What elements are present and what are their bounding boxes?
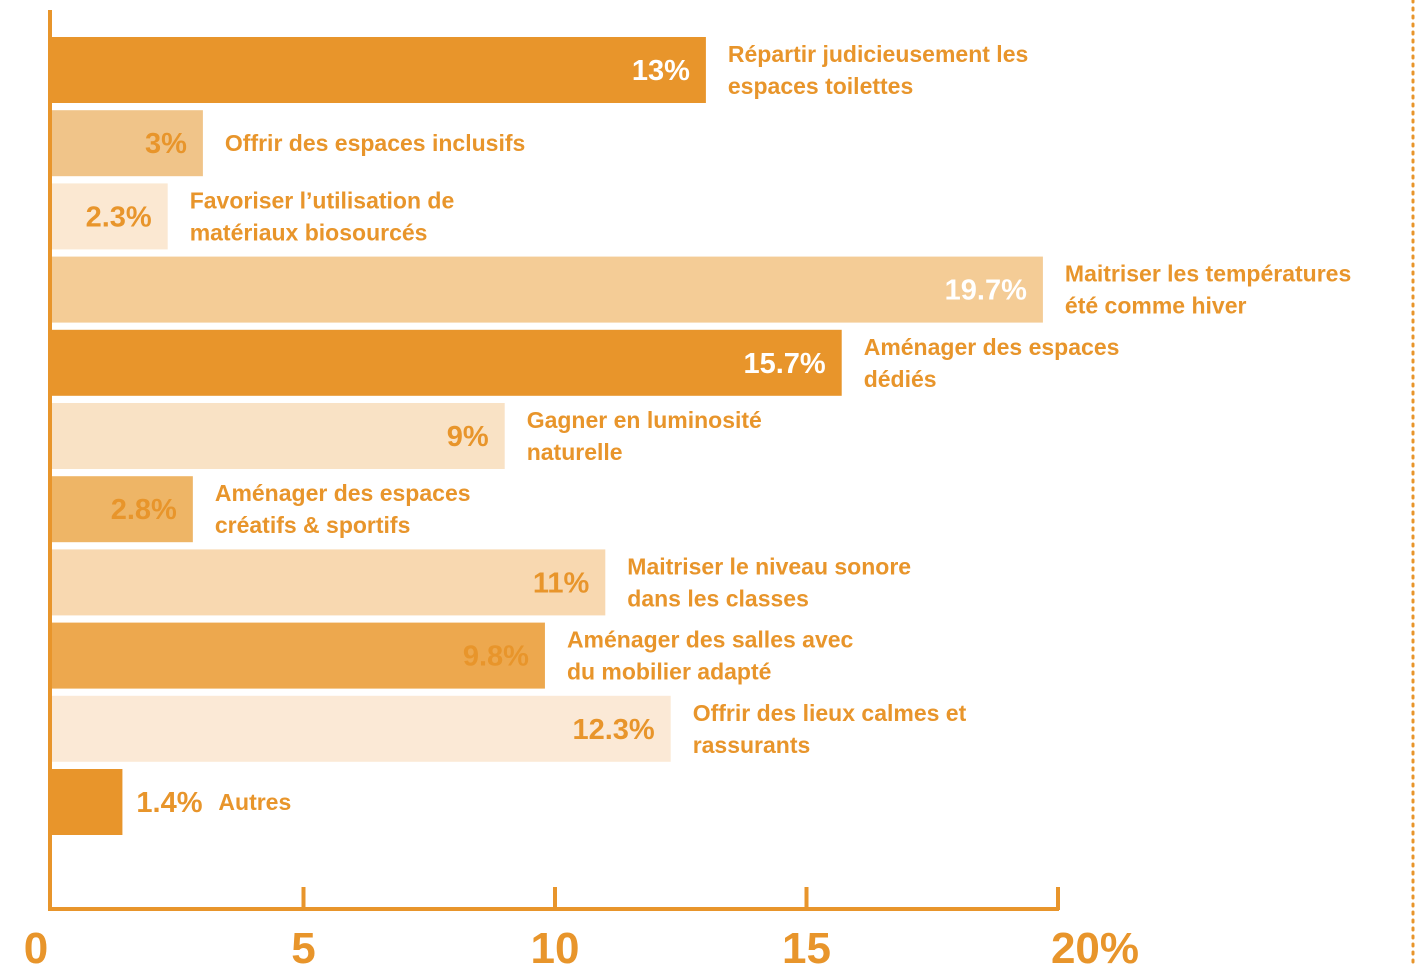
bar: [52, 329, 842, 396]
x-tick-label: 20%: [1051, 924, 1139, 968]
value-label: 2.3%: [86, 201, 152, 233]
category-label: Offrir des lieux calmes et: [693, 700, 967, 726]
bar-group: 1.4% Autres: [52, 769, 291, 835]
bar: [52, 695, 671, 762]
x-tick-label: 15: [782, 924, 831, 968]
value-label: 13%: [632, 55, 690, 87]
category-label: Maitriser le niveau sonore: [627, 553, 911, 579]
bar: [52, 403, 505, 469]
value-label: 3%: [145, 128, 187, 160]
category-label: été comme hiver: [1065, 293, 1247, 319]
bar-group: 11% Maitriser le niveau sonore dans les cl…: [52, 549, 911, 616]
x-tick-label: 0: [24, 924, 48, 968]
value-label: 1.4%: [136, 787, 202, 819]
category-label: Aménager des espaces: [864, 334, 1120, 360]
category-label: Autres: [218, 789, 291, 815]
category-label: Favoriser l’utilisation de: [190, 187, 455, 213]
category-label: Répartir judicieusement les: [728, 41, 1028, 67]
bar: [52, 622, 545, 689]
bar: [52, 256, 1043, 323]
category-label: Aménager des salles avec: [567, 627, 854, 653]
bar-group: 19.7% Maitriser les températures été comme…: [52, 256, 1351, 323]
category-label: espaces toilettes: [728, 73, 913, 99]
bar-group: 3% Offrir des espaces inclusifs: [52, 110, 525, 177]
x-tick-label: 5: [291, 924, 315, 968]
bar-group: 9.8% Aménager des salles avec du mobilier …: [52, 622, 854, 689]
category-label: dédiés: [864, 366, 937, 392]
bar-group: 12.3% Offrir des lieux calmes et rassurant…: [52, 695, 967, 762]
bar: [52, 476, 193, 543]
value-label: 9.8%: [463, 641, 529, 673]
bars-layer: 13% Répartir judicieusement les espaces to…: [52, 37, 1351, 835]
value-label: 11%: [533, 567, 590, 599]
value-label: 15.7%: [743, 348, 825, 380]
bar: [52, 549, 606, 616]
bar-group: 2.8% Aménager des espaces créatifs & sport…: [52, 476, 471, 543]
value-label: 12.3%: [572, 714, 654, 746]
bar-group: 9% Gagner en luminosité naturelle: [52, 403, 762, 469]
bar-group: 2.3% Favoriser l’utilisation de matériaux …: [52, 183, 455, 250]
category-label: dans les classes: [627, 585, 809, 611]
category-label: Offrir des espaces inclusifs: [225, 130, 525, 156]
bar: [52, 37, 706, 103]
bar: [52, 183, 168, 250]
value-label: 9%: [447, 421, 489, 453]
bar: [52, 110, 203, 177]
bar-group: 15.7% Aménager des espaces dédiés: [52, 329, 1120, 396]
x-tick-label: 10: [531, 924, 580, 968]
bar: [52, 769, 123, 835]
category-label: Maitriser les températures: [1065, 261, 1351, 287]
bar-group: 13% Répartir judicieusement les espaces to…: [52, 37, 1028, 103]
category-label: Aménager des espaces: [215, 480, 471, 506]
category-label: rassurants: [693, 732, 811, 758]
x-axis-ticks: 0 5 10 15 20%: [24, 887, 1139, 968]
value-label: 19.7%: [945, 275, 1027, 307]
category-label: du mobilier adapté: [567, 659, 771, 685]
category-label: matériaux biosourcés: [190, 219, 428, 245]
category-label: naturelle: [527, 439, 623, 465]
category-label: Gagner en luminosité: [527, 407, 762, 433]
category-label: créatifs & sportifs: [215, 512, 411, 538]
value-label: 2.8%: [111, 494, 177, 526]
